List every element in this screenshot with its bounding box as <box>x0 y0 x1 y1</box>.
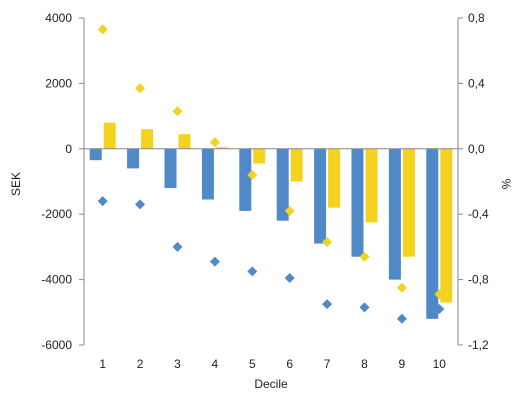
x-tick-label-decile-9: 9 <box>399 357 406 371</box>
yellow-bar-decile-8 <box>365 148 378 223</box>
blue-bar-decile-10 <box>426 148 439 319</box>
yellow-diamond-marker-decile-8 <box>359 251 370 262</box>
blue-bar-decile-6 <box>276 148 289 221</box>
x-tick-label-decile-5: 5 <box>249 357 256 371</box>
x-tick-label-decile-3: 3 <box>174 357 181 371</box>
blue-diamond-marker-decile-9 <box>396 313 407 324</box>
blue-diamond-marker-decile-8 <box>359 302 370 313</box>
blue-bar-decile-8 <box>351 148 364 257</box>
x-tick-labels: 1 2 3 4 5 6 7 8 9 10 <box>99 357 446 371</box>
x-tick-label-decile-4: 4 <box>212 357 219 371</box>
left-y-tick-label: -4000 <box>41 273 72 287</box>
blue-bar-decile-4 <box>201 148 214 200</box>
left-y-axis-title: SEK <box>9 172 23 196</box>
blue-diamond-marker-decile-1 <box>97 196 108 207</box>
yellow-bar-decile-2 <box>141 129 154 149</box>
blue-diamond-marker-decile-10 <box>434 304 445 314</box>
right-y-tick-label: -0,8 <box>468 273 489 287</box>
yellow-diamond-marker-decile-7 <box>322 237 333 247</box>
right-y-tick-label: -0,4 <box>468 207 489 221</box>
yellow-bar-decile-10 <box>440 148 453 303</box>
blue-bar-decile-2 <box>127 148 140 169</box>
yellow-bar-decile-1 <box>103 122 116 149</box>
yellow-diamond-marker-decile-5 <box>247 170 258 180</box>
blue-bar-decile-7 <box>314 148 327 244</box>
x-tick-label-decile-2: 2 <box>137 357 144 371</box>
blue-bar-decile-1 <box>89 148 102 161</box>
x-tick-label-decile-10: 10 <box>433 357 447 371</box>
yellow-diamond-marker-decile-1 <box>97 24 108 35</box>
right-y-tick-label: 0,8 <box>468 11 485 25</box>
left-y-tick-labels: 4000 2000 0 -2000 -4000 -6000 <box>41 11 84 352</box>
left-y-tick-label: 0 <box>65 142 72 156</box>
right-y-tick-label: 0,0 <box>468 142 485 156</box>
yellow-bar-decile-6 <box>290 148 303 182</box>
x-tick-label-decile-6: 6 <box>286 357 293 371</box>
left-y-tick-label: -2000 <box>41 207 72 221</box>
blue-diamond-marker-decile-2 <box>135 199 146 210</box>
yellow-diamond-marker-decile-3 <box>172 106 183 117</box>
right-y-tick-label: 0,4 <box>468 76 485 90</box>
yellow-bar-decile-3 <box>178 134 191 149</box>
right-y-axis-title: % <box>499 179 513 190</box>
yellow-diamond-marker-decile-2 <box>135 83 146 94</box>
blue-diamond-marker-decile-7 <box>322 299 333 310</box>
yellow-bar-decile-4 <box>215 147 228 149</box>
blue-diamond-marker-decile-3 <box>172 241 183 252</box>
plot-area <box>89 24 453 324</box>
x-tick-label-decile-1: 1 <box>99 357 106 371</box>
left-y-tick-label: 2000 <box>45 76 72 90</box>
yellow-diamond-marker-decile-10 <box>434 289 445 300</box>
blue-diamond-marker-decile-5 <box>247 266 258 277</box>
x-tick-label-decile-7: 7 <box>324 357 331 371</box>
blue-bar-decile-3 <box>164 148 177 188</box>
right-y-tick-label: -1,2 <box>468 338 489 352</box>
yellow-diamond-marker-decile-9 <box>396 282 407 293</box>
yellow-diamond-marker-decile-4 <box>209 137 220 148</box>
blue-diamond-marker-decile-4 <box>209 256 220 267</box>
yellow-diamond-marker-decile-6 <box>284 205 295 216</box>
yellow-bar-decile-7 <box>328 148 341 208</box>
yellow-bar-decile-9 <box>402 148 415 257</box>
blue-bar-decile-9 <box>388 148 401 280</box>
left-y-tick-label: 4000 <box>45 11 72 25</box>
right-y-tick-labels: 0,8 0,4 0,0 -0,4 -0,8 -1,2 <box>458 11 489 352</box>
x-axis-title: Decile <box>254 377 288 391</box>
blue-diamond-marker-decile-6 <box>284 273 295 283</box>
yellow-bar-decile-5 <box>253 148 266 164</box>
blue-bar-decile-5 <box>239 148 252 211</box>
x-tick-label-decile-8: 8 <box>361 357 368 371</box>
left-y-tick-label: -6000 <box>41 338 72 352</box>
